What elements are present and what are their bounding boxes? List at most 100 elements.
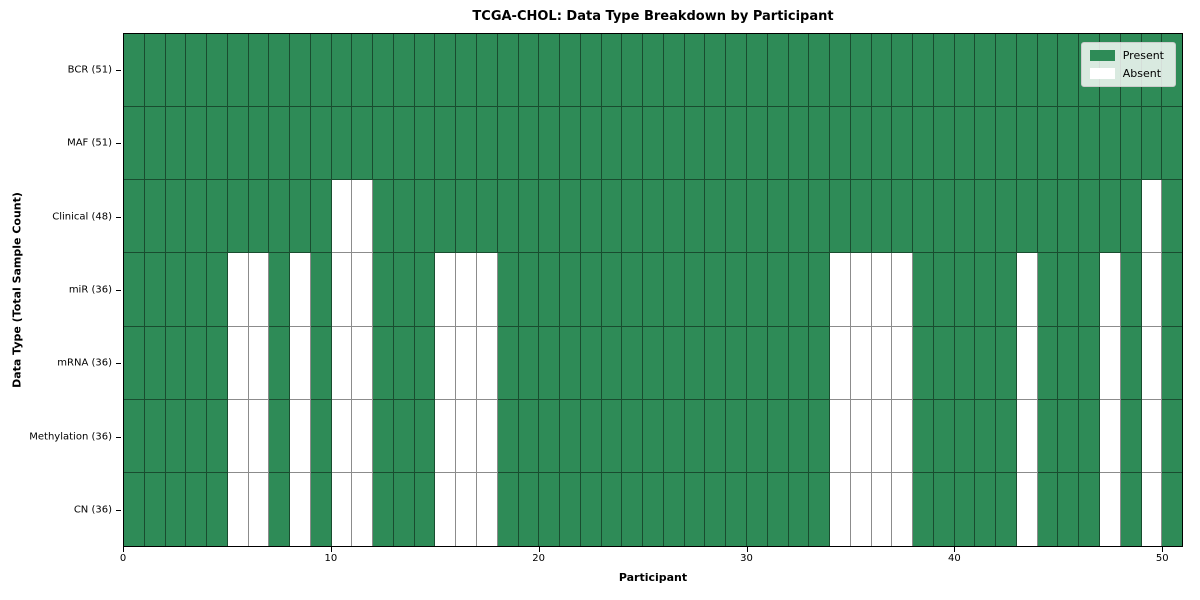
- matrix-cell: [871, 107, 893, 181]
- matrix-cell: [684, 107, 706, 181]
- matrix-cell: [601, 253, 623, 327]
- matrix-cell: [913, 472, 934, 546]
- matrix-cell: [165, 399, 187, 473]
- y-tick-mark: [116, 216, 121, 218]
- matrix-cell: [435, 253, 457, 327]
- matrix-cell: [1099, 107, 1121, 181]
- matrix-cell: [124, 180, 145, 254]
- matrix-cell: [165, 472, 187, 546]
- matrix-cell: [477, 253, 498, 327]
- matrix-cell: [1058, 34, 1080, 108]
- matrix-cell: [165, 34, 187, 108]
- matrix-cell: [601, 34, 623, 108]
- matrix-cell: [497, 34, 519, 108]
- matrix-cell: [497, 180, 519, 254]
- matrix-row-methylation: [124, 399, 1183, 473]
- matrix-cell: [414, 34, 436, 108]
- matrix-cell: [1079, 472, 1100, 546]
- matrix-cell: [788, 326, 810, 400]
- matrix-cell: [456, 472, 478, 546]
- matrix-cell: [1016, 399, 1038, 473]
- matrix-cell: [331, 326, 353, 400]
- matrix-cell: [352, 399, 374, 473]
- matrix-cell: [871, 180, 893, 254]
- matrix-cell: [373, 180, 394, 254]
- matrix-cell: [1079, 107, 1100, 181]
- matrix-cell: [248, 34, 270, 108]
- x-tick-mark: [1162, 547, 1164, 552]
- matrix-cell: [892, 399, 914, 473]
- matrix-cell: [248, 253, 270, 327]
- matrix-cell: [1016, 253, 1038, 327]
- matrix-cell: [746, 253, 768, 327]
- matrix-cell: [726, 472, 747, 546]
- matrix-cell: [975, 472, 997, 546]
- matrix-cell: [248, 472, 270, 546]
- legend-entry: Present: [1089, 49, 1164, 62]
- matrix-cell: [290, 34, 311, 108]
- matrix-cell: [1079, 253, 1100, 327]
- matrix-cell: [601, 399, 623, 473]
- matrix-cell: [186, 34, 208, 108]
- matrix-cell: [684, 399, 706, 473]
- matrix-row-bcr: [124, 34, 1183, 108]
- matrix-cell: [809, 180, 831, 254]
- matrix-cell: [518, 107, 540, 181]
- matrix-cell: [726, 399, 747, 473]
- matrix-cell: [850, 253, 872, 327]
- matrix-cell: [892, 180, 914, 254]
- matrix-cell: [1099, 180, 1121, 254]
- matrix-cell: [954, 107, 976, 181]
- matrix-cell: [456, 326, 478, 400]
- matrix-cell: [560, 326, 581, 400]
- matrix-cell: [622, 253, 644, 327]
- matrix-cell: [393, 34, 415, 108]
- matrix-cell: [331, 180, 353, 254]
- matrix-cell: [310, 180, 332, 254]
- matrix-cell: [663, 472, 685, 546]
- matrix-cell: [518, 180, 540, 254]
- matrix-cell: [497, 472, 519, 546]
- matrix-cell: [892, 326, 914, 400]
- matrix-cell: [1141, 107, 1163, 181]
- x-tick-mark: [954, 547, 956, 552]
- matrix-cell: [124, 34, 145, 108]
- matrix-cell: [1120, 107, 1142, 181]
- matrix-cell: [746, 107, 768, 181]
- matrix-cell: [435, 472, 457, 546]
- y-tick-label: BCR (51): [67, 64, 112, 76]
- matrix-cell: [1162, 326, 1183, 400]
- matrix-cell: [560, 180, 581, 254]
- matrix-cell: [269, 326, 291, 400]
- matrix-cell: [539, 326, 561, 400]
- matrix-cell: [393, 399, 415, 473]
- matrix-cell: [124, 253, 145, 327]
- y-tick-label: mRNA (36): [57, 357, 112, 369]
- matrix-cell: [539, 34, 561, 108]
- matrix-cell: [539, 472, 561, 546]
- matrix-cell: [310, 399, 332, 473]
- matrix-cell: [560, 399, 581, 473]
- matrix-cell: [601, 180, 623, 254]
- matrix-cell: [477, 399, 498, 473]
- matrix-cell: [393, 326, 415, 400]
- matrix-cell: [144, 180, 166, 254]
- matrix-cell: [207, 180, 228, 254]
- matrix-cell: [975, 180, 997, 254]
- x-tick-label: 20: [532, 553, 546, 564]
- x-axis: 0 10 20 30 40 50: [120, 547, 1183, 567]
- matrix-cell: [1079, 399, 1100, 473]
- matrix-cell: [746, 180, 768, 254]
- matrix-cell: [186, 326, 208, 400]
- matrix-cell: [622, 107, 644, 181]
- y-tick-label: CN (36): [73, 504, 112, 516]
- matrix-cell: [269, 107, 291, 181]
- matrix-cell: [518, 34, 540, 108]
- matrix-cell: [227, 326, 249, 400]
- matrix-cell: [435, 326, 457, 400]
- matrix-cell: [996, 34, 1017, 108]
- matrix-cell: [1120, 399, 1142, 473]
- matrix-cell: [352, 472, 374, 546]
- matrix-cell: [310, 34, 332, 108]
